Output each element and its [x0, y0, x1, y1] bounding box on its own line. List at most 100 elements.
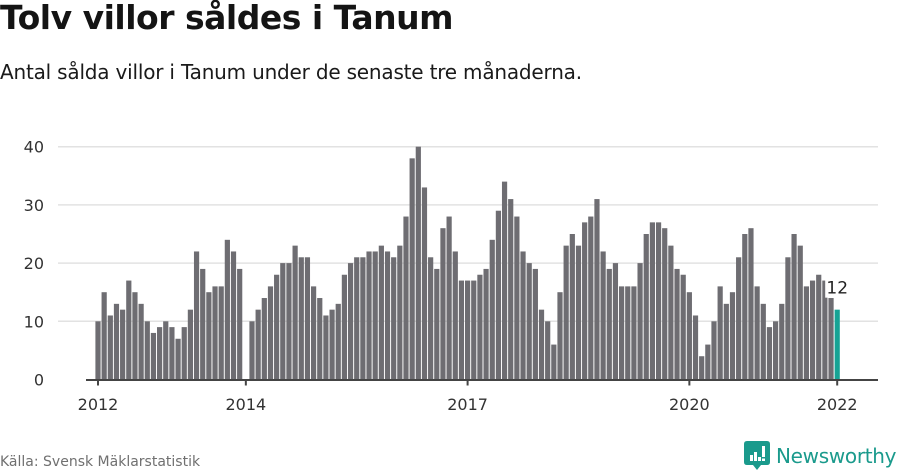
bar: [354, 257, 360, 380]
bar: [101, 292, 107, 380]
bar: [495, 210, 501, 380]
bar: [797, 245, 803, 380]
bar: [446, 216, 452, 380]
bar: [545, 321, 551, 380]
x-tick-label: 2022: [817, 395, 858, 414]
chart-subtitle: Antal sålda villor i Tanum under de sena…: [0, 60, 582, 84]
bar: [501, 181, 508, 380]
bar: [655, 222, 662, 380]
bar: [631, 286, 637, 380]
bar: [538, 309, 545, 380]
bar: [834, 309, 840, 380]
y-tick-label: 10: [24, 312, 44, 331]
bar: [249, 321, 255, 380]
bars: [95, 146, 840, 380]
source-note: Källa: Svensk Mäklarstatistik: [0, 454, 201, 470]
bar: [421, 187, 428, 380]
bar: [680, 274, 686, 380]
bar: [212, 286, 218, 380]
bar: [360, 257, 366, 380]
bar: [458, 280, 465, 380]
bar: [699, 356, 705, 380]
bar: [791, 234, 797, 380]
annotation-label: 12: [826, 279, 848, 299]
y-tick-label: 0: [34, 371, 44, 390]
bar: [489, 239, 495, 380]
bar: [557, 292, 563, 380]
bar: [588, 216, 594, 380]
bar: [686, 292, 692, 380]
bar: [120, 309, 126, 380]
x-axis-labels: 2012 2014 2017 2020 2022: [78, 395, 858, 414]
bar: [729, 292, 736, 380]
bar: [286, 263, 292, 380]
bar: [132, 292, 138, 380]
bar: [526, 263, 532, 380]
bar: [674, 268, 680, 380]
bar: [311, 286, 317, 380]
bar: [329, 309, 335, 380]
bar: [95, 321, 101, 380]
bar: [274, 274, 280, 380]
bar: [347, 263, 354, 380]
bar: [822, 280, 828, 380]
bar: [335, 303, 341, 380]
bar: [532, 268, 538, 380]
bar: [224, 239, 230, 380]
newsworthy-logo-icon: [744, 441, 770, 470]
bar: [520, 251, 526, 380]
y-tick-label: 40: [24, 138, 44, 157]
x-tick-label: 2014: [225, 395, 266, 414]
bar: [766, 327, 773, 380]
bar: [255, 309, 261, 380]
bar: [514, 216, 520, 380]
bar: [206, 292, 212, 380]
bar: [748, 228, 754, 380]
bar: [582, 222, 588, 380]
bar: [230, 251, 237, 380]
bar: [649, 222, 655, 380]
bar: [397, 245, 403, 380]
bar: [569, 234, 575, 380]
bar: [403, 216, 409, 380]
bar: [317, 298, 323, 380]
x-tick-label: 2020: [669, 395, 710, 414]
bar: [809, 280, 816, 380]
x-tick-label: 2017: [447, 395, 488, 414]
bar: [267, 286, 274, 380]
x-axis: [86, 379, 878, 386]
bar: [723, 303, 729, 380]
bar: [773, 321, 779, 380]
annotation-bg: [825, 275, 852, 298]
x-tick-label: 2012: [78, 395, 119, 414]
bar: [705, 344, 711, 380]
bar: [717, 286, 723, 380]
bar: [625, 286, 631, 380]
bar: [157, 327, 163, 380]
bar: [372, 251, 378, 380]
bar: [668, 245, 674, 380]
bar: [662, 228, 668, 380]
bar: [754, 286, 760, 380]
y-tick-label: 20: [24, 254, 44, 273]
bar: [711, 321, 717, 380]
bar: [760, 303, 766, 380]
bar: [341, 274, 347, 380]
bar: [483, 268, 489, 380]
bar: [175, 338, 181, 380]
bar: [600, 251, 606, 380]
bar: [200, 268, 206, 380]
y-tick-label: 30: [24, 196, 44, 215]
brand-name: Newsworthy: [776, 444, 897, 468]
bar: [619, 286, 625, 380]
bar: [612, 263, 619, 380]
bar: [637, 263, 643, 380]
bar: [280, 263, 286, 380]
bar: [594, 199, 600, 380]
bar: [304, 257, 311, 380]
bar: [384, 251, 391, 380]
bar: [144, 321, 150, 380]
bar: [736, 257, 742, 380]
bar: [551, 344, 557, 380]
bar: [298, 257, 304, 380]
